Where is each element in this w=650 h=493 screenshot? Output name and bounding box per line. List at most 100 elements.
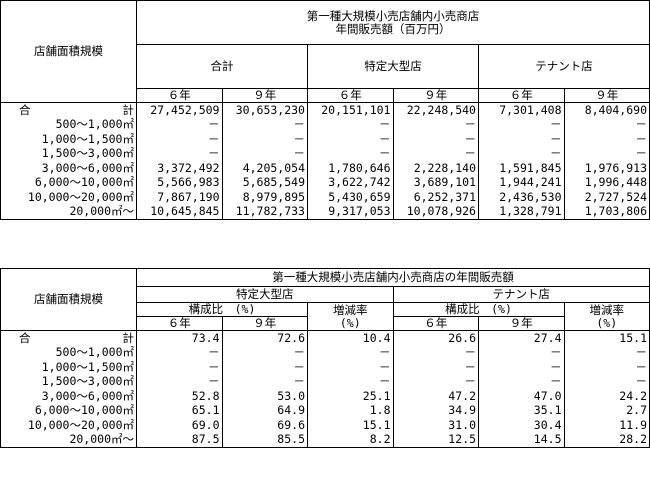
table-title: 第一種大規模小売店舗内小売商店 年間販売額（百万円）	[136, 0, 650, 45]
row-label: 1,500～3,000㎡	[0, 146, 137, 161]
cell: －	[221, 146, 308, 161]
year-header: ６年	[136, 88, 223, 103]
data-row: 合 計 27,452,509 30,653,230 20,151,101 22,248,…	[0, 102, 650, 118]
row-label: 3,000～6,000㎡	[0, 389, 137, 404]
cell: －	[563, 132, 650, 147]
cell: －	[478, 146, 565, 161]
cell: 2,228,140	[392, 161, 479, 176]
cell: 5,566,983	[136, 175, 223, 190]
cell: 10.4	[307, 330, 394, 346]
cell: 3,372,492	[136, 161, 223, 176]
change-header: 増減率 (%)	[563, 302, 650, 331]
cell: －	[563, 146, 650, 161]
cell: 20,151,101	[307, 102, 394, 118]
cell: 11.9	[563, 418, 650, 433]
change-line: 増減率	[333, 302, 368, 317]
cell: 47.0	[478, 389, 565, 404]
row-label: 20,000㎡～	[0, 204, 137, 220]
cell: 8.2	[307, 432, 394, 448]
title-line: 年間販売額（百万円）	[335, 21, 451, 36]
share-header: 構成比 (%)	[392, 302, 565, 317]
cell: 26.6	[392, 330, 479, 346]
cell: 52.8	[136, 389, 223, 404]
cell: －	[221, 374, 308, 389]
row-label: 合 計	[0, 330, 137, 346]
cell: 8,979,895	[221, 190, 308, 205]
cell: －	[136, 146, 223, 161]
cell: 53.0	[221, 389, 308, 404]
cell: －	[478, 374, 565, 389]
row-label: 20,000㎡～	[0, 432, 137, 448]
title-line: 第一種大規模小売店舗内小売商店	[306, 8, 480, 23]
cell: 47.2	[392, 389, 479, 404]
cell: 10,645,845	[136, 204, 223, 220]
cell: 10,078,926	[392, 204, 479, 220]
cell: 65.1	[136, 403, 223, 418]
cell: 35.1	[478, 403, 565, 418]
cell: 15.1	[563, 330, 650, 346]
cell: －	[136, 132, 223, 147]
cell: 1,944,241	[478, 175, 565, 190]
change-line: 増減率	[589, 302, 625, 317]
cell: －	[478, 345, 565, 360]
cell: 5,430,659	[307, 190, 394, 205]
cell: 69.0	[136, 418, 223, 433]
data-row: 3,000～6,000㎡ 3,372,492 4,205,054 1,780,646 2…	[0, 161, 650, 176]
row-label: 1,500～3,000㎡	[0, 374, 137, 389]
cell: 15.1	[307, 418, 394, 433]
group-header: テナント店	[478, 44, 650, 89]
data-row: 1,000～1,500㎡－－－－－－	[0, 360, 650, 375]
data-row: 1,500～3,000㎡－－－－－－	[0, 374, 650, 389]
change-header: 増減率 (%)	[307, 302, 394, 331]
cell: 27,452,509	[136, 102, 223, 118]
cell: －	[221, 117, 308, 132]
cell: 69.6	[221, 418, 308, 433]
data-row: 合 計 73.4 72.6 10.4 26.6 27.4 15.1	[0, 330, 650, 346]
data-row: 6,000～10,000㎡ 65.1 64.9 1.8 34.9 35.1 2.7	[0, 403, 650, 418]
cell: 72.6	[221, 330, 308, 346]
cell: 64.9	[221, 403, 308, 418]
cell: 7,301,408	[478, 102, 565, 118]
data-row: 6,000～10,000㎡ 5,566,983 5,685,549 3,622,742…	[0, 175, 650, 190]
data-row: 500～1,000㎡－－－－－－	[0, 345, 650, 360]
data-row: 3,000～6,000㎡ 52.8 53.0 25.1 47.2 47.0 24.2	[0, 389, 650, 404]
cell: 22,248,540	[392, 102, 479, 118]
cell: －	[392, 146, 479, 161]
cell: －	[221, 132, 308, 147]
table-title: 第一種大規模小売店舗内小売商店の年間販売額	[136, 268, 650, 287]
cell: 2,436,530	[478, 190, 565, 205]
year-header: ６年	[307, 88, 394, 103]
cell: 1,780,646	[307, 161, 394, 176]
cell: －	[563, 345, 650, 360]
group-header: 特定大型店	[307, 44, 479, 89]
row-label: 500～1,000㎡	[0, 345, 137, 360]
cell: 1.8	[307, 403, 394, 418]
year-header: ６年	[136, 316, 223, 331]
cell: －	[392, 374, 479, 389]
cell: －	[307, 132, 394, 147]
cell: 7,867,190	[136, 190, 223, 205]
row-label: 10,000～20,000㎡	[0, 418, 137, 433]
cell: 1,976,913	[563, 161, 650, 176]
cell: －	[221, 345, 308, 360]
cell: 11,782,733	[221, 204, 308, 220]
cell: 1,328,791	[478, 204, 565, 220]
cell: 30.4	[478, 418, 565, 433]
data-row: 1,500～3,000㎡－－－－－－	[0, 146, 650, 161]
row-label: 1,000～1,500㎡	[0, 132, 137, 147]
cell: 1,996,448	[563, 175, 650, 190]
group-header: テナント店	[392, 286, 650, 303]
change-line: (%)	[596, 315, 618, 330]
cell: 24.2	[563, 389, 650, 404]
cell: 4,205,054	[221, 161, 308, 176]
cell: 28.2	[563, 432, 650, 448]
cell: 6,252,371	[392, 190, 479, 205]
cell: 25.1	[307, 389, 394, 404]
cell: 3,689,101	[392, 175, 479, 190]
cell: －	[136, 360, 223, 375]
group-header: 合計	[136, 44, 308, 89]
cell: －	[136, 117, 223, 132]
row-header: 店舗面積規模	[0, 268, 137, 331]
cell: －	[221, 360, 308, 375]
